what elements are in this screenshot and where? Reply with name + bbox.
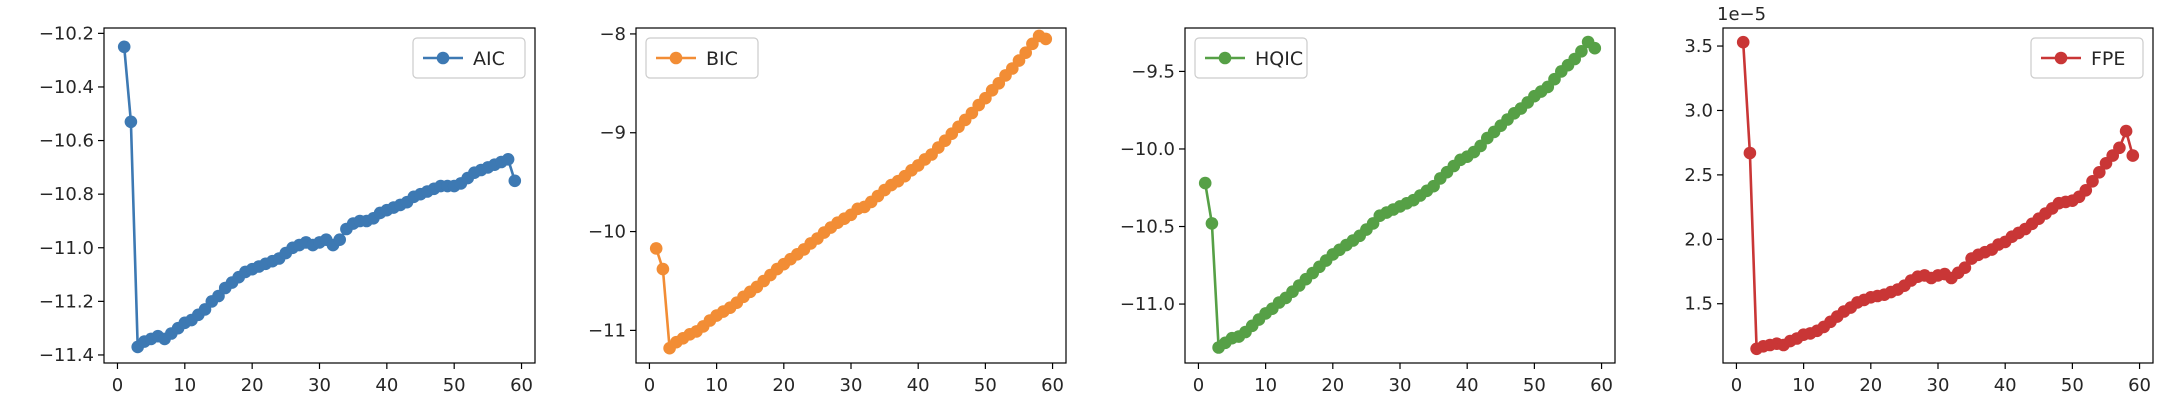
x-tick-label: 60 <box>2128 375 2151 396</box>
legend-box <box>2030 37 2144 79</box>
y-tick-label: −11.4 <box>39 345 94 366</box>
legend-label: AIC <box>473 48 505 70</box>
x-tick-label: 20 <box>1859 375 1882 396</box>
x-tick-label: 30 <box>308 375 331 396</box>
data-point <box>124 115 138 129</box>
y-tick-label: −10.4 <box>39 77 94 98</box>
data-point <box>1575 45 1588 58</box>
data-point <box>2126 149 2140 162</box>
x-tick-label: 0 <box>112 375 123 396</box>
data-point <box>1958 261 1972 275</box>
y-tick-label: 3.5 <box>1684 36 1713 57</box>
data-point <box>1039 32 1053 46</box>
series-line-bic <box>654 34 1047 350</box>
y-tick-label: −10 <box>588 222 626 243</box>
data-point <box>501 153 515 166</box>
legend-label: FPE <box>2091 48 2125 70</box>
y-tick-label: −11.0 <box>39 238 94 259</box>
y-tick-label: −9 <box>599 123 626 144</box>
x-tick-label: 60 <box>1041 375 1064 396</box>
y-tick-label: −10.5 <box>1120 217 1175 238</box>
x-tick-label: 30 <box>840 375 863 396</box>
legend: FPE <box>2030 37 2144 79</box>
chart-panel-2: −11 −10 −9 −8 0 10 20 30 40 50 60 BIC <box>588 24 1067 396</box>
data-point <box>2079 184 2093 197</box>
data-point <box>1743 146 1757 160</box>
y-tick-label: 1.5 <box>1684 294 1713 315</box>
y-tick-label: −8 <box>599 24 626 45</box>
legend-marker <box>669 51 683 65</box>
legend-box <box>412 37 526 79</box>
data-point <box>1198 176 1212 190</box>
data-point <box>2113 141 2126 155</box>
y-tick-label: −10.6 <box>39 131 94 152</box>
series-line-aic <box>122 46 517 349</box>
chart-panel-1: −11.4 −11.2 −11.0 −10.8 −10.6 −10.4 −10.2 0 10 20… <box>39 23 536 396</box>
y-tick-label: 2.0 <box>1684 229 1713 250</box>
y-offset-text: 1e−5 <box>1717 4 1766 25</box>
data-point <box>1205 217 1219 230</box>
data-point <box>508 174 522 188</box>
y-tick-label: −11.0 <box>1120 294 1175 315</box>
x-tick-label: 60 <box>1590 375 1613 396</box>
x-tick-label: 40 <box>375 375 398 396</box>
data-point <box>2086 175 2099 188</box>
data-point <box>649 242 663 255</box>
y-tick-label: 3.0 <box>1684 100 1713 121</box>
data-point <box>2093 166 2106 179</box>
x-tick-label: 30 <box>1927 375 1950 396</box>
legend-marker <box>2054 51 2068 65</box>
legend-marker <box>1218 51 1232 65</box>
data-point <box>1588 41 1602 55</box>
y-tick-label: −11.2 <box>39 291 94 312</box>
x-tick-label: 20 <box>772 375 795 396</box>
legend-box <box>645 37 759 79</box>
x-tick-label: 40 <box>907 375 930 396</box>
legend: HQIC <box>1194 37 1308 79</box>
y-tick-label: −9.5 <box>1131 61 1175 82</box>
x-tick-label: 40 <box>1456 375 1479 396</box>
x-tick-label: 10 <box>705 375 728 396</box>
data-point <box>1019 46 1032 59</box>
x-tick-label: 10 <box>1792 375 1815 396</box>
x-tick-label: 10 <box>173 375 196 396</box>
x-tick-label: 20 <box>1321 375 1344 396</box>
chart-panel-4: 1.5 2.0 2.5 3.0 3.5 0 10 20 30 40 50 60 1e−5 FPE <box>1684 4 2154 396</box>
y-tick-label: −11 <box>588 320 626 341</box>
x-tick-label: 50 <box>2061 375 2084 396</box>
data-point <box>117 40 131 54</box>
x-tick-label: 60 <box>510 375 533 396</box>
y-tick-label: 2.5 <box>1684 165 1713 186</box>
data-point <box>656 262 670 276</box>
x-tick-label: 0 <box>1731 375 1742 396</box>
data-point <box>2119 124 2133 138</box>
legend: BIC <box>645 37 759 79</box>
data-point <box>1736 35 1750 49</box>
legend-label: BIC <box>706 48 738 70</box>
chart-panel-3: −11.0 −10.5 −10.0 −9.5 0 10 20 30 40 50 60 HQIC <box>1120 27 1616 396</box>
y-tick-label: −10.8 <box>39 184 94 205</box>
legend-label: HQIC <box>1255 48 1303 70</box>
x-tick-label: 40 <box>1994 375 2017 396</box>
x-tick-label: 10 <box>1254 375 1277 396</box>
legend-marker <box>436 51 450 65</box>
y-tick-label: −10.2 <box>39 23 94 44</box>
x-tick-label: 0 <box>644 375 655 396</box>
legend-box <box>1194 37 1308 79</box>
data-point <box>333 233 347 246</box>
legend: AIC <box>412 37 526 79</box>
x-tick-label: 20 <box>241 375 264 396</box>
x-tick-label: 30 <box>1389 375 1412 396</box>
x-tick-label: 50 <box>443 375 466 396</box>
x-tick-label: 50 <box>1523 375 1546 396</box>
x-tick-label: 0 <box>1193 375 1204 396</box>
y-tick-label: −10.0 <box>1120 139 1175 160</box>
x-tick-label: 50 <box>974 375 997 396</box>
